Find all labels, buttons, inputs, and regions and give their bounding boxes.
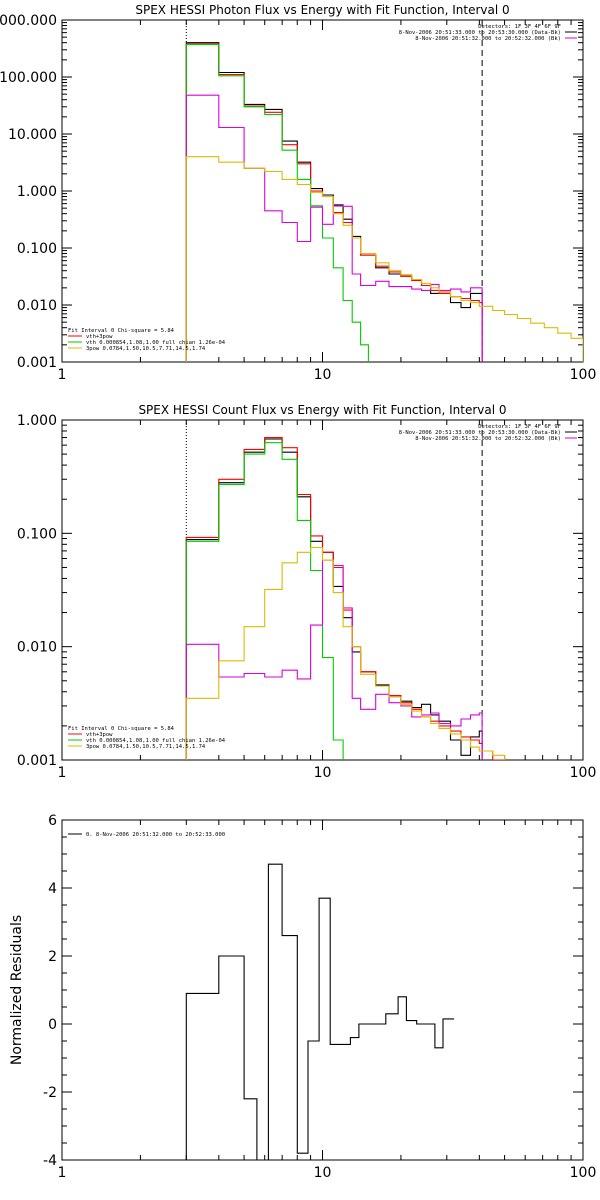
- x-tick-label: 10: [314, 765, 332, 781]
- legend-left-entry: vth+3pow: [86, 732, 113, 738]
- chart-title: SPEX HESSI Count Flux vs Energy with Fit…: [138, 403, 506, 417]
- legend-right-entry: 8-Nov-2006 20:51:32.000 to 20:52:32.000 …: [415, 436, 561, 442]
- y-tick-label: 2: [48, 949, 57, 965]
- series-bk: [185, 559, 483, 760]
- legend-right-entry: 8-Nov-2006 20:51:33.000 to 20:53:30.000 …: [399, 30, 561, 36]
- x-tick-label: 10: [314, 1165, 332, 1181]
- y-axis-label: Normalized Residuals: [9, 915, 25, 1065]
- y-tick-label: -2: [43, 1085, 57, 1101]
- legend-left-entry: 3pow 0.0784,1.50,10.5,7.71,14.5,1.74: [86, 744, 206, 750]
- x-tick-label: 1: [58, 1165, 67, 1181]
- photon-flux-chart: SPEX HESSI Photon Flux vs Energy with Fi…: [0, 3, 596, 383]
- y-tick-label: 0: [48, 1017, 57, 1033]
- legend-right-entry: 8-Nov-2006 20:51:32.000 to 20:52:32.000 …: [415, 36, 561, 42]
- y-tick-label: 0.001: [17, 355, 57, 371]
- y-tick-label: 0.010: [17, 298, 57, 314]
- x-tick-label: 100: [570, 765, 597, 781]
- x-tick-label: 1: [58, 367, 67, 383]
- y-tick-label: 1.000: [17, 184, 57, 200]
- y-tick-label: 0.100: [17, 241, 57, 257]
- series-vth: [185, 442, 344, 760]
- residuals-chart: 1 10 100 -4 -2 0 2 4 6 Normalized Residuals 0. 8-N…: [9, 813, 596, 1181]
- y-tick-label: 100.000: [0, 70, 57, 86]
- legend-left-entry: 0. 8-Nov-2006 20:51:32.000 to 20:52:33.0…: [86, 832, 225, 838]
- x-tick-label: 100: [570, 367, 597, 383]
- series-residuals: [185, 863, 455, 1160]
- legend-right-entry: 8-Nov-2006 20:51:33.000 to 20:53:30.000 …: [399, 430, 561, 436]
- legend-left-entry: vth+3pow: [86, 334, 113, 340]
- series-vth-3pow: [185, 437, 506, 760]
- y-tick-label: 0.010: [17, 640, 57, 656]
- y-tick-label: 6: [48, 813, 57, 829]
- legend-left-entry: vth 0.000854,1.08,1.00 full chian 1.26e-…: [86, 340, 226, 346]
- y-tick-label: 0.100: [17, 526, 57, 542]
- series-data-bk: [185, 42, 483, 362]
- chart-title: SPEX HESSI Photon Flux vs Energy with Fi…: [135, 3, 509, 17]
- x-tick-label: 10: [314, 367, 332, 383]
- legend-left-entry: 3pow 0.0784,1.50,10.5,7.71,14.5,1.74: [86, 346, 206, 352]
- legend-right-entry: Detectors: 1F 3F 4F 6F 9F: [478, 24, 561, 30]
- y-tick-label: 0.001: [17, 753, 57, 769]
- plot-frame: [61, 819, 584, 1161]
- legend-left-entry: Fit Interval 0 Chi-square = 5.84: [68, 726, 175, 732]
- y-tick-label: 4: [48, 881, 57, 897]
- x-tick-label: 1: [58, 765, 67, 781]
- series-3pow: [185, 546, 506, 760]
- legend-left-entry: Fit Interval 0 Chi-square = 5.84: [68, 328, 175, 334]
- series-3pow: [185, 156, 583, 362]
- series-bk: [185, 94, 483, 362]
- x-tick-label: 100: [570, 1165, 597, 1181]
- y-tick-label: 10.000: [8, 127, 57, 143]
- legend-left-entry: vth 0.000854,1.08,1.00 full chian 1.26e-…: [86, 738, 226, 744]
- y-tick-label: -4: [43, 1153, 57, 1169]
- y-tick-label: 1.000: [17, 413, 57, 429]
- legend-right-entry: Detectors: 1F 3F 4F 6F 9F: [478, 424, 561, 430]
- count-flux-chart: SPEX HESSI Count Flux vs Energy with Fit…: [17, 403, 597, 781]
